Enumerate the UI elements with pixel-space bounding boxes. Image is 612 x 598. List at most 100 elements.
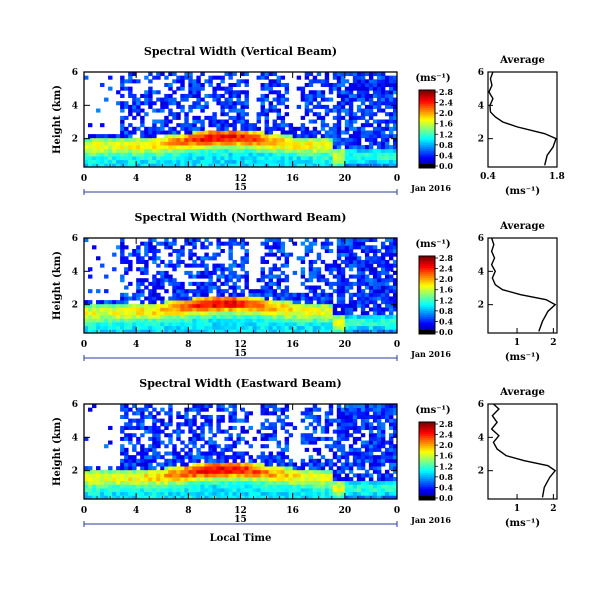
heatmap-cell (356, 281, 362, 286)
heatmap-cell (300, 90, 306, 95)
heatmap-cell (164, 115, 169, 120)
heatmap-cells (84, 72, 398, 168)
heatmap-cell (292, 477, 298, 482)
heatmap-cell (176, 115, 181, 120)
heatmap-cell (192, 119, 197, 124)
heatmap-cell (332, 259, 338, 264)
heatmap-cell (252, 292, 257, 297)
heatmap-cell (340, 93, 346, 98)
heatmap-cell (264, 148, 269, 153)
heatmap-cell (344, 418, 350, 423)
heatmap-cell (344, 455, 350, 460)
heatmap-cell (232, 130, 237, 135)
heatmap-cell (364, 425, 370, 430)
heatmap-cell (152, 108, 157, 113)
heatmap-cell (340, 422, 346, 427)
heatmap-cell (308, 407, 314, 412)
heatmap-cell (184, 134, 189, 139)
heatmap-cell (264, 462, 269, 467)
heatmap-cell (200, 484, 205, 489)
heatmap-cell (132, 314, 137, 319)
heatmap-cell (192, 130, 197, 135)
heatmap-cell (148, 488, 153, 493)
heatmap-cell (136, 422, 141, 427)
heatmap-cell (324, 152, 330, 157)
heatmap-cell (336, 433, 342, 438)
heatmap-cell (332, 130, 338, 135)
heatmap-cell (268, 101, 273, 106)
heatmap-cell (232, 307, 237, 312)
heatmap-cell (204, 145, 209, 150)
heatmap-cell (316, 318, 322, 323)
heatmap-cell (372, 444, 378, 449)
heatmap-cell (220, 491, 225, 496)
heatmap-cell (124, 259, 129, 264)
x-tick-label: 20 (339, 506, 352, 516)
heatmap-cell (124, 303, 129, 308)
heatmap-cell (204, 104, 209, 109)
heatmap-cell (160, 480, 165, 485)
heatmap-cell (136, 141, 141, 146)
heatmap-cell (128, 281, 133, 286)
heatmap-cell (312, 112, 318, 117)
heatmap-cell (164, 329, 169, 334)
heatmap-cell (252, 314, 257, 319)
heatmap-cell (360, 292, 366, 297)
heatmap-cell (228, 148, 233, 153)
heatmap-cell (256, 115, 261, 120)
heatmap-cell (260, 134, 265, 139)
heatmap-cell (256, 159, 261, 164)
heatmap-cell (96, 156, 101, 161)
heatmap-cell (156, 411, 161, 416)
heatmap-cell (276, 329, 282, 334)
heatmap-cell (136, 473, 141, 478)
heatmap-cell (340, 274, 346, 279)
heatmap-cell (352, 404, 358, 409)
heatmap-cell (180, 259, 185, 264)
heatmap-cell (280, 156, 286, 161)
colorbar-segment (419, 328, 435, 331)
heatmap-cell (212, 285, 217, 290)
heatmap-cell (364, 411, 370, 416)
heatmap-cell (360, 422, 366, 427)
heatmap-cell (172, 278, 177, 283)
heatmap-cell (248, 314, 253, 319)
heatmap-cell (172, 495, 177, 500)
heatmap-cell (148, 455, 153, 460)
heatmap-cell (136, 137, 141, 142)
heatmap-cell (308, 296, 314, 301)
heatmap-cell (172, 159, 177, 164)
heatmap-cell (312, 414, 318, 420)
heatmap-cell (284, 141, 290, 146)
heatmap-cell (260, 278, 265, 283)
heatmap-cell (380, 473, 386, 478)
heatmap-cell (192, 241, 197, 246)
heatmap-cell (96, 300, 101, 305)
heatmap-cell (304, 156, 310, 161)
colorbar-segment (419, 162, 435, 165)
heatmap-cell (232, 259, 237, 264)
heatmap-cell (276, 108, 282, 113)
heatmap-cell (320, 141, 326, 146)
heatmap-cell (144, 259, 149, 264)
heatmap-cell (168, 318, 173, 323)
heatmap-cell (156, 263, 161, 268)
heatmap-cell (264, 259, 269, 264)
heatmap-cell (88, 480, 93, 485)
heatmap-cell (140, 447, 145, 452)
heatmap-cell (344, 285, 350, 290)
heatmap-cell (108, 311, 113, 316)
heatmap-cell (348, 422, 354, 427)
heatmap-cell (280, 447, 286, 452)
heatmap-cell (208, 414, 213, 420)
heatmap-cell (192, 462, 197, 467)
heatmap-cell (140, 458, 145, 463)
heatmap-cell (316, 274, 322, 279)
heatmap-cell (156, 484, 161, 489)
heatmap-cell (240, 152, 245, 157)
heatmap-cell (156, 325, 161, 330)
heatmap-cell (204, 451, 209, 456)
heatmap-cell (208, 241, 213, 246)
heatmap-cell (276, 458, 282, 463)
heatmap-cell (364, 248, 370, 254)
